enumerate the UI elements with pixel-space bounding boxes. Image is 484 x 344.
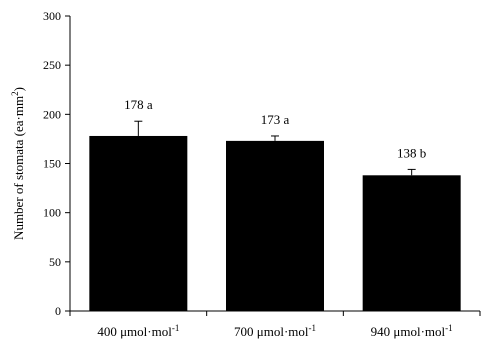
y-axis-label: Number of stomata (ea·mm2) — [10, 87, 26, 240]
data-label: 138 b — [397, 145, 426, 160]
x-axis — [69, 310, 481, 316]
y-tick-label: 200 — [43, 107, 61, 121]
data-label: 178 a — [124, 97, 153, 112]
error-bars — [134, 120, 416, 176]
data-label: 173 a — [261, 112, 290, 127]
data-labels: 178 a 173 a 138 b — [124, 97, 426, 160]
bars — [89, 135, 461, 311]
x-tick-label: 940 μmol·mol-1 — [371, 323, 453, 339]
y-tick-label: 100 — [43, 206, 61, 220]
x-tick-label: 400 μmol·mol-1 — [97, 323, 179, 339]
category-labels: 400 μmol·mol-1 700 μmol·mol-1 940 μmol·mol… — [97, 323, 452, 339]
y-tick-label: 300 — [43, 9, 61, 23]
y-tick-label: 50 — [49, 255, 61, 269]
bar — [226, 140, 324, 311]
bar — [89, 135, 188, 311]
bar — [362, 175, 461, 311]
y-tick-label: 150 — [43, 157, 61, 171]
y-tick-label: 0 — [55, 304, 61, 318]
y-axis: 0 50 100 150 200 250 300 — [43, 9, 71, 318]
x-tick-label: 700 μmol·mol-1 — [234, 323, 316, 339]
y-tick-label: 250 — [43, 58, 61, 72]
